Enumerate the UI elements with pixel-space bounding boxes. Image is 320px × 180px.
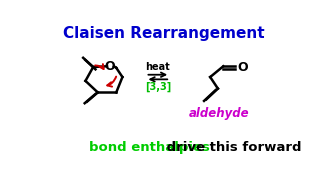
Text: Claisen Rearrangement: Claisen Rearrangement	[63, 26, 265, 41]
Text: O: O	[237, 60, 248, 73]
Text: O: O	[104, 60, 115, 73]
Text: [3,3]: [3,3]	[145, 82, 171, 92]
Text: drive this forward: drive this forward	[162, 141, 301, 154]
Text: bond enthalpies: bond enthalpies	[89, 141, 209, 154]
Text: aldehyde: aldehyde	[189, 107, 250, 120]
Text: heat: heat	[146, 62, 170, 72]
